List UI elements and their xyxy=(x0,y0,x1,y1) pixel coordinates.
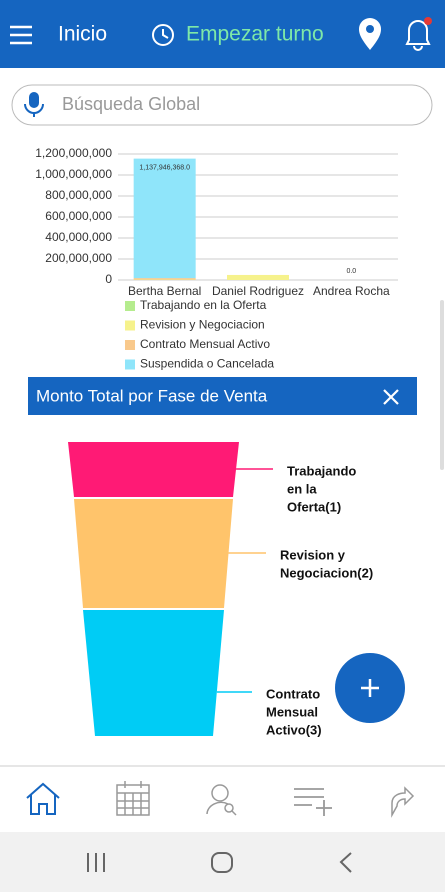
plus-icon xyxy=(361,679,379,697)
search-box[interactable] xyxy=(11,84,433,126)
funnel-label: Mensual xyxy=(266,704,318,719)
x-tick-label: Andrea Rocha xyxy=(313,284,390,298)
funnel-label: Activo(3) xyxy=(266,722,322,737)
start-shift[interactable]: Empezar turno xyxy=(186,23,324,46)
search-placeholder: Búsqueda Global xyxy=(62,94,200,114)
clock-icon[interactable] xyxy=(152,24,174,46)
system-nav[interactable] xyxy=(87,852,352,873)
legend-swatch xyxy=(125,359,135,370)
nav-calendar[interactable] xyxy=(116,781,150,816)
funnel-segment xyxy=(83,610,224,736)
y-tick-label: 200,000,000 xyxy=(45,251,112,265)
system-bar xyxy=(0,832,445,892)
legend-swatch xyxy=(125,320,135,331)
y-tick-label: 1,200,000,000 xyxy=(35,146,112,160)
funnel-label: Oferta(1) xyxy=(287,499,341,514)
nav-share[interactable] xyxy=(391,786,415,818)
y-tick-label: 0 xyxy=(105,272,112,286)
y-tick-label: 800,000,000 xyxy=(45,188,112,202)
bar-segment xyxy=(133,158,196,279)
mic-icon[interactable] xyxy=(24,92,44,117)
notification-dot xyxy=(424,17,432,25)
x-tick-label: Daniel Rodriguez xyxy=(212,284,304,298)
panel-header xyxy=(28,377,417,415)
legend-label: Contrato Mensual Activo xyxy=(140,337,270,351)
scroll-indicator xyxy=(440,300,444,470)
legend-label: Suspendida o Cancelada xyxy=(140,357,274,371)
bar-segment xyxy=(133,278,196,280)
funnel-label: Trabajando xyxy=(287,463,356,478)
nav-contacts[interactable] xyxy=(206,784,237,816)
bar-chart: 0 200,000,000 400,000,000 600,000,000 800,00… xyxy=(35,146,398,371)
location-dot xyxy=(366,25,374,33)
nav-home[interactable] xyxy=(26,782,60,815)
location-icon[interactable] xyxy=(359,18,381,50)
bar-segment xyxy=(227,274,289,280)
y-tick-label: 400,000,000 xyxy=(45,230,112,244)
bell-icon[interactable] xyxy=(405,20,431,51)
funnel-label: Negociacion(2) xyxy=(280,565,373,580)
close-icon[interactable] xyxy=(383,389,399,405)
panel-title: Monto Total por Fase de Venta xyxy=(36,386,268,405)
funnel-label: Revision y xyxy=(280,547,346,562)
y-tick-label: 1,000,000,000 xyxy=(35,167,112,181)
page-title: Inicio xyxy=(58,23,107,46)
legend-swatch xyxy=(125,301,135,311)
y-tick-label: 600,000,000 xyxy=(45,209,112,223)
legend-swatch xyxy=(125,340,135,350)
funnel-label: Contrato xyxy=(266,686,320,701)
funnel-label: en la xyxy=(287,481,317,496)
value-label: 1,137,946,368.0 xyxy=(139,164,190,171)
menu-icon[interactable] xyxy=(10,25,32,45)
legend-label: Revision y Negociacion xyxy=(140,318,265,332)
legend-label: Trabajando en la Oferta xyxy=(140,298,267,312)
nav-add-list[interactable] xyxy=(294,788,332,816)
funnel-chart: Trabajando en la Oferta(1) Revision y Negoci… xyxy=(68,442,373,737)
funnel-segment xyxy=(68,442,239,497)
value-label: 0.0 xyxy=(346,268,356,275)
funnel-segment xyxy=(74,499,233,608)
x-tick-label: Bertha Bernal xyxy=(128,284,201,298)
